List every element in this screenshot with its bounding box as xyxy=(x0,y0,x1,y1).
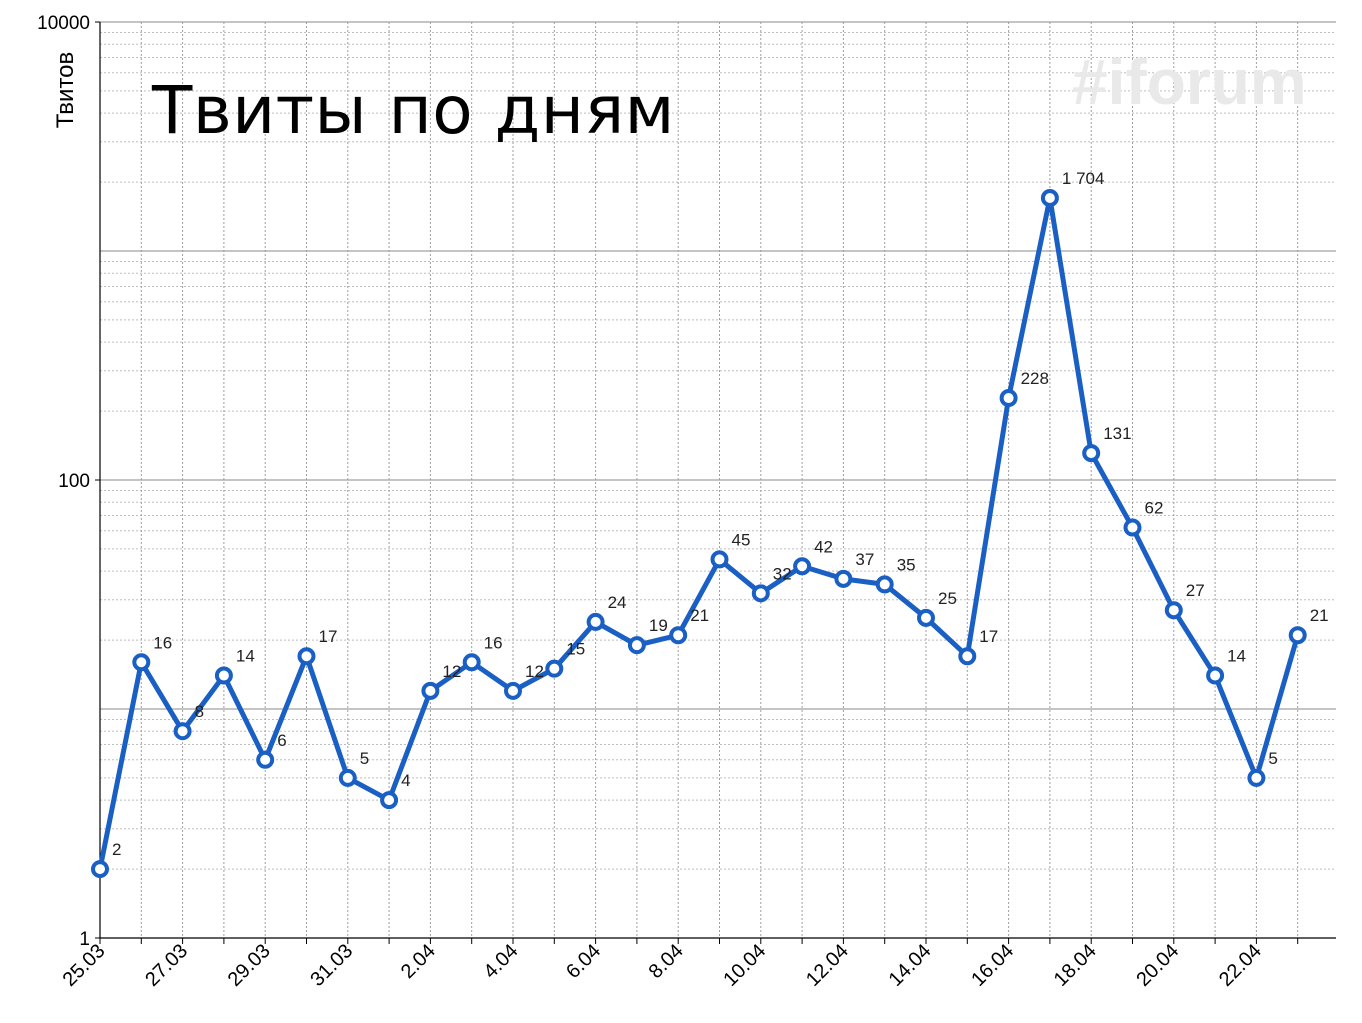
data-point xyxy=(627,636,646,655)
data-label: 5 xyxy=(1268,749,1277,768)
data-label: 12 xyxy=(442,662,461,681)
data-label: 42 xyxy=(814,537,833,556)
x-tick-label: 14.04 xyxy=(885,940,936,991)
x-tick-label: 16.04 xyxy=(967,940,1018,991)
chart-title: Твиты по дням xyxy=(152,72,675,149)
data-label: 1 704 xyxy=(1062,169,1105,188)
data-label: 37 xyxy=(855,550,874,569)
data-label: 24 xyxy=(608,593,627,612)
data-point xyxy=(214,666,233,685)
data-label: 12 xyxy=(525,662,544,681)
x-tick-label: 10.04 xyxy=(719,940,770,991)
data-label: 16 xyxy=(153,633,172,652)
data-point xyxy=(1288,626,1307,645)
data-point xyxy=(256,750,275,769)
data-label: 45 xyxy=(732,530,751,549)
data-point xyxy=(917,608,935,627)
data-point xyxy=(1206,666,1225,685)
data-label: 17 xyxy=(319,627,338,646)
x-tick-label: 6.04 xyxy=(562,940,605,983)
data-point xyxy=(421,681,440,700)
y-tick-label: 10000 xyxy=(37,13,90,34)
data-point xyxy=(958,647,977,666)
data-point xyxy=(586,612,605,631)
data-label: 62 xyxy=(1145,499,1164,518)
x-tick-label: 27.03 xyxy=(141,940,192,991)
data-point xyxy=(710,550,729,569)
data-label: 17 xyxy=(979,627,998,646)
data-point xyxy=(751,584,770,603)
data-label: 2 xyxy=(112,840,121,859)
x-tick-label: 22.04 xyxy=(1215,940,1266,991)
y-tick-label: 1 xyxy=(79,929,90,950)
data-point xyxy=(504,681,522,700)
x-tick-label: 18.04 xyxy=(1050,940,1101,991)
data-point xyxy=(834,569,853,588)
data-point xyxy=(338,768,357,787)
data-label: 35 xyxy=(897,555,916,574)
data-label: 21 xyxy=(1310,606,1329,625)
data-point xyxy=(380,791,399,810)
data-label: 16 xyxy=(484,633,503,652)
x-tick-label: 31.03 xyxy=(306,940,357,991)
x-tick-label: 8.04 xyxy=(645,940,688,983)
data-label: 228 xyxy=(1021,369,1049,388)
data-label: 19 xyxy=(649,616,668,635)
data-label: 6 xyxy=(277,731,286,750)
data-label: 131 xyxy=(1103,424,1131,443)
data-point xyxy=(545,659,564,678)
x-tick-label: 20.04 xyxy=(1132,940,1183,991)
data-label: 5 xyxy=(360,749,369,768)
data-point xyxy=(297,647,316,666)
data-label: 15 xyxy=(566,640,585,659)
data-point xyxy=(793,557,812,576)
data-point xyxy=(1247,768,1266,787)
data-label: 25 xyxy=(938,589,957,608)
data-label: 4 xyxy=(401,771,410,790)
data-point xyxy=(132,653,151,672)
data-point xyxy=(1123,518,1142,537)
data-point xyxy=(999,389,1018,408)
data-label: 32 xyxy=(773,564,792,583)
data-point xyxy=(91,860,109,879)
x-tick-label: 4.04 xyxy=(479,940,522,983)
data-point xyxy=(462,653,481,672)
data-label: 27 xyxy=(1186,581,1205,600)
watermark: #iforum xyxy=(1072,46,1307,118)
data-point xyxy=(1040,188,1059,207)
data-point xyxy=(173,722,192,741)
data-label: 14 xyxy=(236,647,255,666)
x-tick-label: 29.03 xyxy=(224,940,275,991)
data-label: 8 xyxy=(195,702,204,721)
y-tick-label: 100 xyxy=(58,471,90,492)
data-label: 14 xyxy=(1227,647,1246,666)
series-line xyxy=(97,195,1301,870)
data-point xyxy=(1164,601,1183,620)
data-label: 21 xyxy=(690,606,709,625)
y-axis-label: Твитов xyxy=(52,51,79,129)
x-tick-label: 12.04 xyxy=(802,940,853,991)
data-point xyxy=(1082,444,1101,463)
x-tick-label: 2.04 xyxy=(397,940,440,983)
data-point xyxy=(875,575,894,594)
data-point xyxy=(669,626,688,645)
